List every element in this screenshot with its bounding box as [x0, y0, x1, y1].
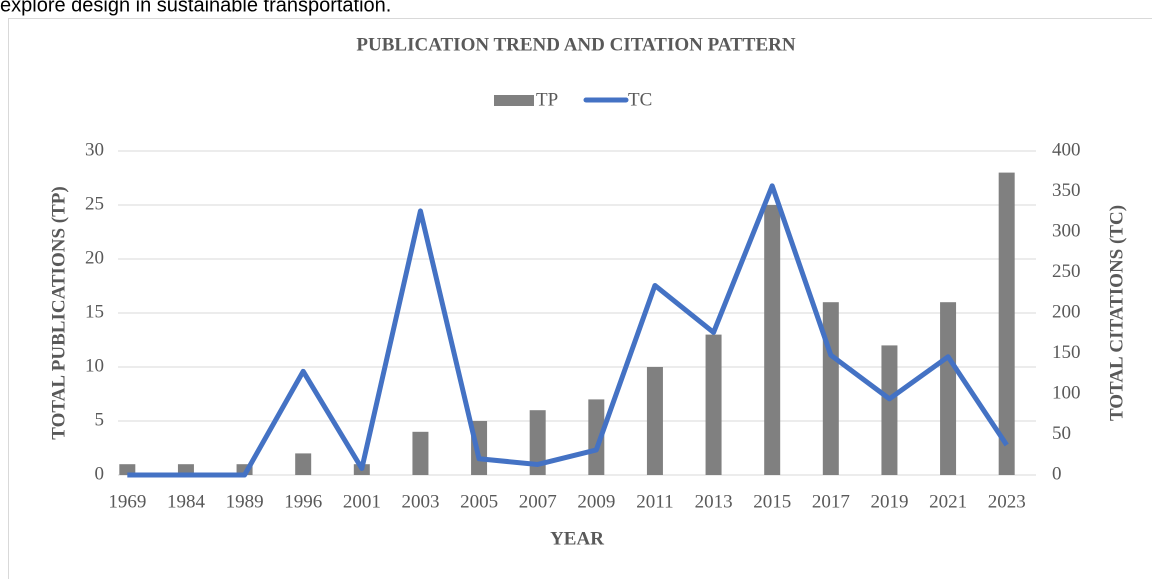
x-tick-label: 2013 — [695, 491, 733, 512]
chart-border — [8, 18, 1152, 579]
x-tick-label: 2021 — [929, 491, 967, 512]
x-tick-label: 1969 — [108, 491, 146, 512]
bar — [177, 464, 194, 475]
y2-tick-label: 0 — [1052, 463, 1062, 484]
y2-tick-label: 350 — [1052, 180, 1081, 201]
bar — [998, 172, 1015, 475]
legend-label: TP — [536, 89, 558, 110]
bar — [588, 399, 605, 475]
x-tick-label: 2003 — [401, 491, 439, 512]
x-tick-label: 2017 — [812, 491, 850, 512]
x-axis-title: YEAR — [550, 528, 604, 549]
x-tick-label: 1984 — [167, 491, 206, 512]
y-axis-title: TOTAL PUBLICATIONS (TP) — [48, 186, 69, 439]
y2-tick-label: 300 — [1052, 220, 1081, 241]
y2-tick-label: 150 — [1052, 342, 1081, 363]
y2-axis-title: TOTAL CITATIONS (TC) — [1106, 205, 1127, 421]
legend-label: TC — [628, 89, 652, 110]
bar — [881, 345, 898, 475]
y-tick-label: 0 — [95, 463, 105, 484]
bar — [412, 431, 429, 475]
bar — [940, 302, 957, 475]
caption: explore design in sustainable transporta… — [0, 0, 391, 16]
x-tick-label: 1989 — [226, 491, 264, 512]
legend-swatch — [494, 95, 534, 106]
x-tick-label: 2009 — [577, 491, 615, 512]
y2-tick-label: 400 — [1052, 139, 1081, 160]
chart-title: PUBLICATION TREND AND CITATION PATTERN — [356, 34, 795, 55]
x-tick-label: 2019 — [870, 491, 908, 512]
x-tick-label: 2011 — [636, 491, 673, 512]
bar — [822, 302, 839, 475]
bar — [295, 453, 312, 475]
y-tick-label: 25 — [85, 193, 104, 214]
y2-tick-label: 100 — [1052, 382, 1081, 403]
bar — [236, 464, 253, 475]
y-tick-label: 5 — [95, 409, 105, 430]
bar — [705, 334, 722, 475]
bar — [764, 205, 781, 475]
bar — [119, 464, 136, 475]
y-tick-label: 20 — [85, 247, 104, 268]
x-tick-label: 2023 — [988, 491, 1026, 512]
y2-tick-label: 250 — [1052, 261, 1081, 282]
y2-tick-label: 200 — [1052, 301, 1081, 322]
x-tick-label: 2001 — [343, 491, 381, 512]
x-tick-label: 2005 — [460, 491, 498, 512]
bar — [646, 367, 663, 475]
y-tick-label: 30 — [85, 139, 104, 160]
x-tick-label: 1996 — [284, 491, 322, 512]
bar — [529, 410, 546, 475]
y-tick-label: 15 — [85, 301, 104, 322]
y2-tick-label: 50 — [1052, 423, 1071, 444]
x-tick-label: 2015 — [753, 491, 791, 512]
x-tick-label: 2007 — [519, 491, 557, 512]
y-tick-label: 10 — [85, 355, 104, 376]
line-series — [127, 183, 1009, 478]
